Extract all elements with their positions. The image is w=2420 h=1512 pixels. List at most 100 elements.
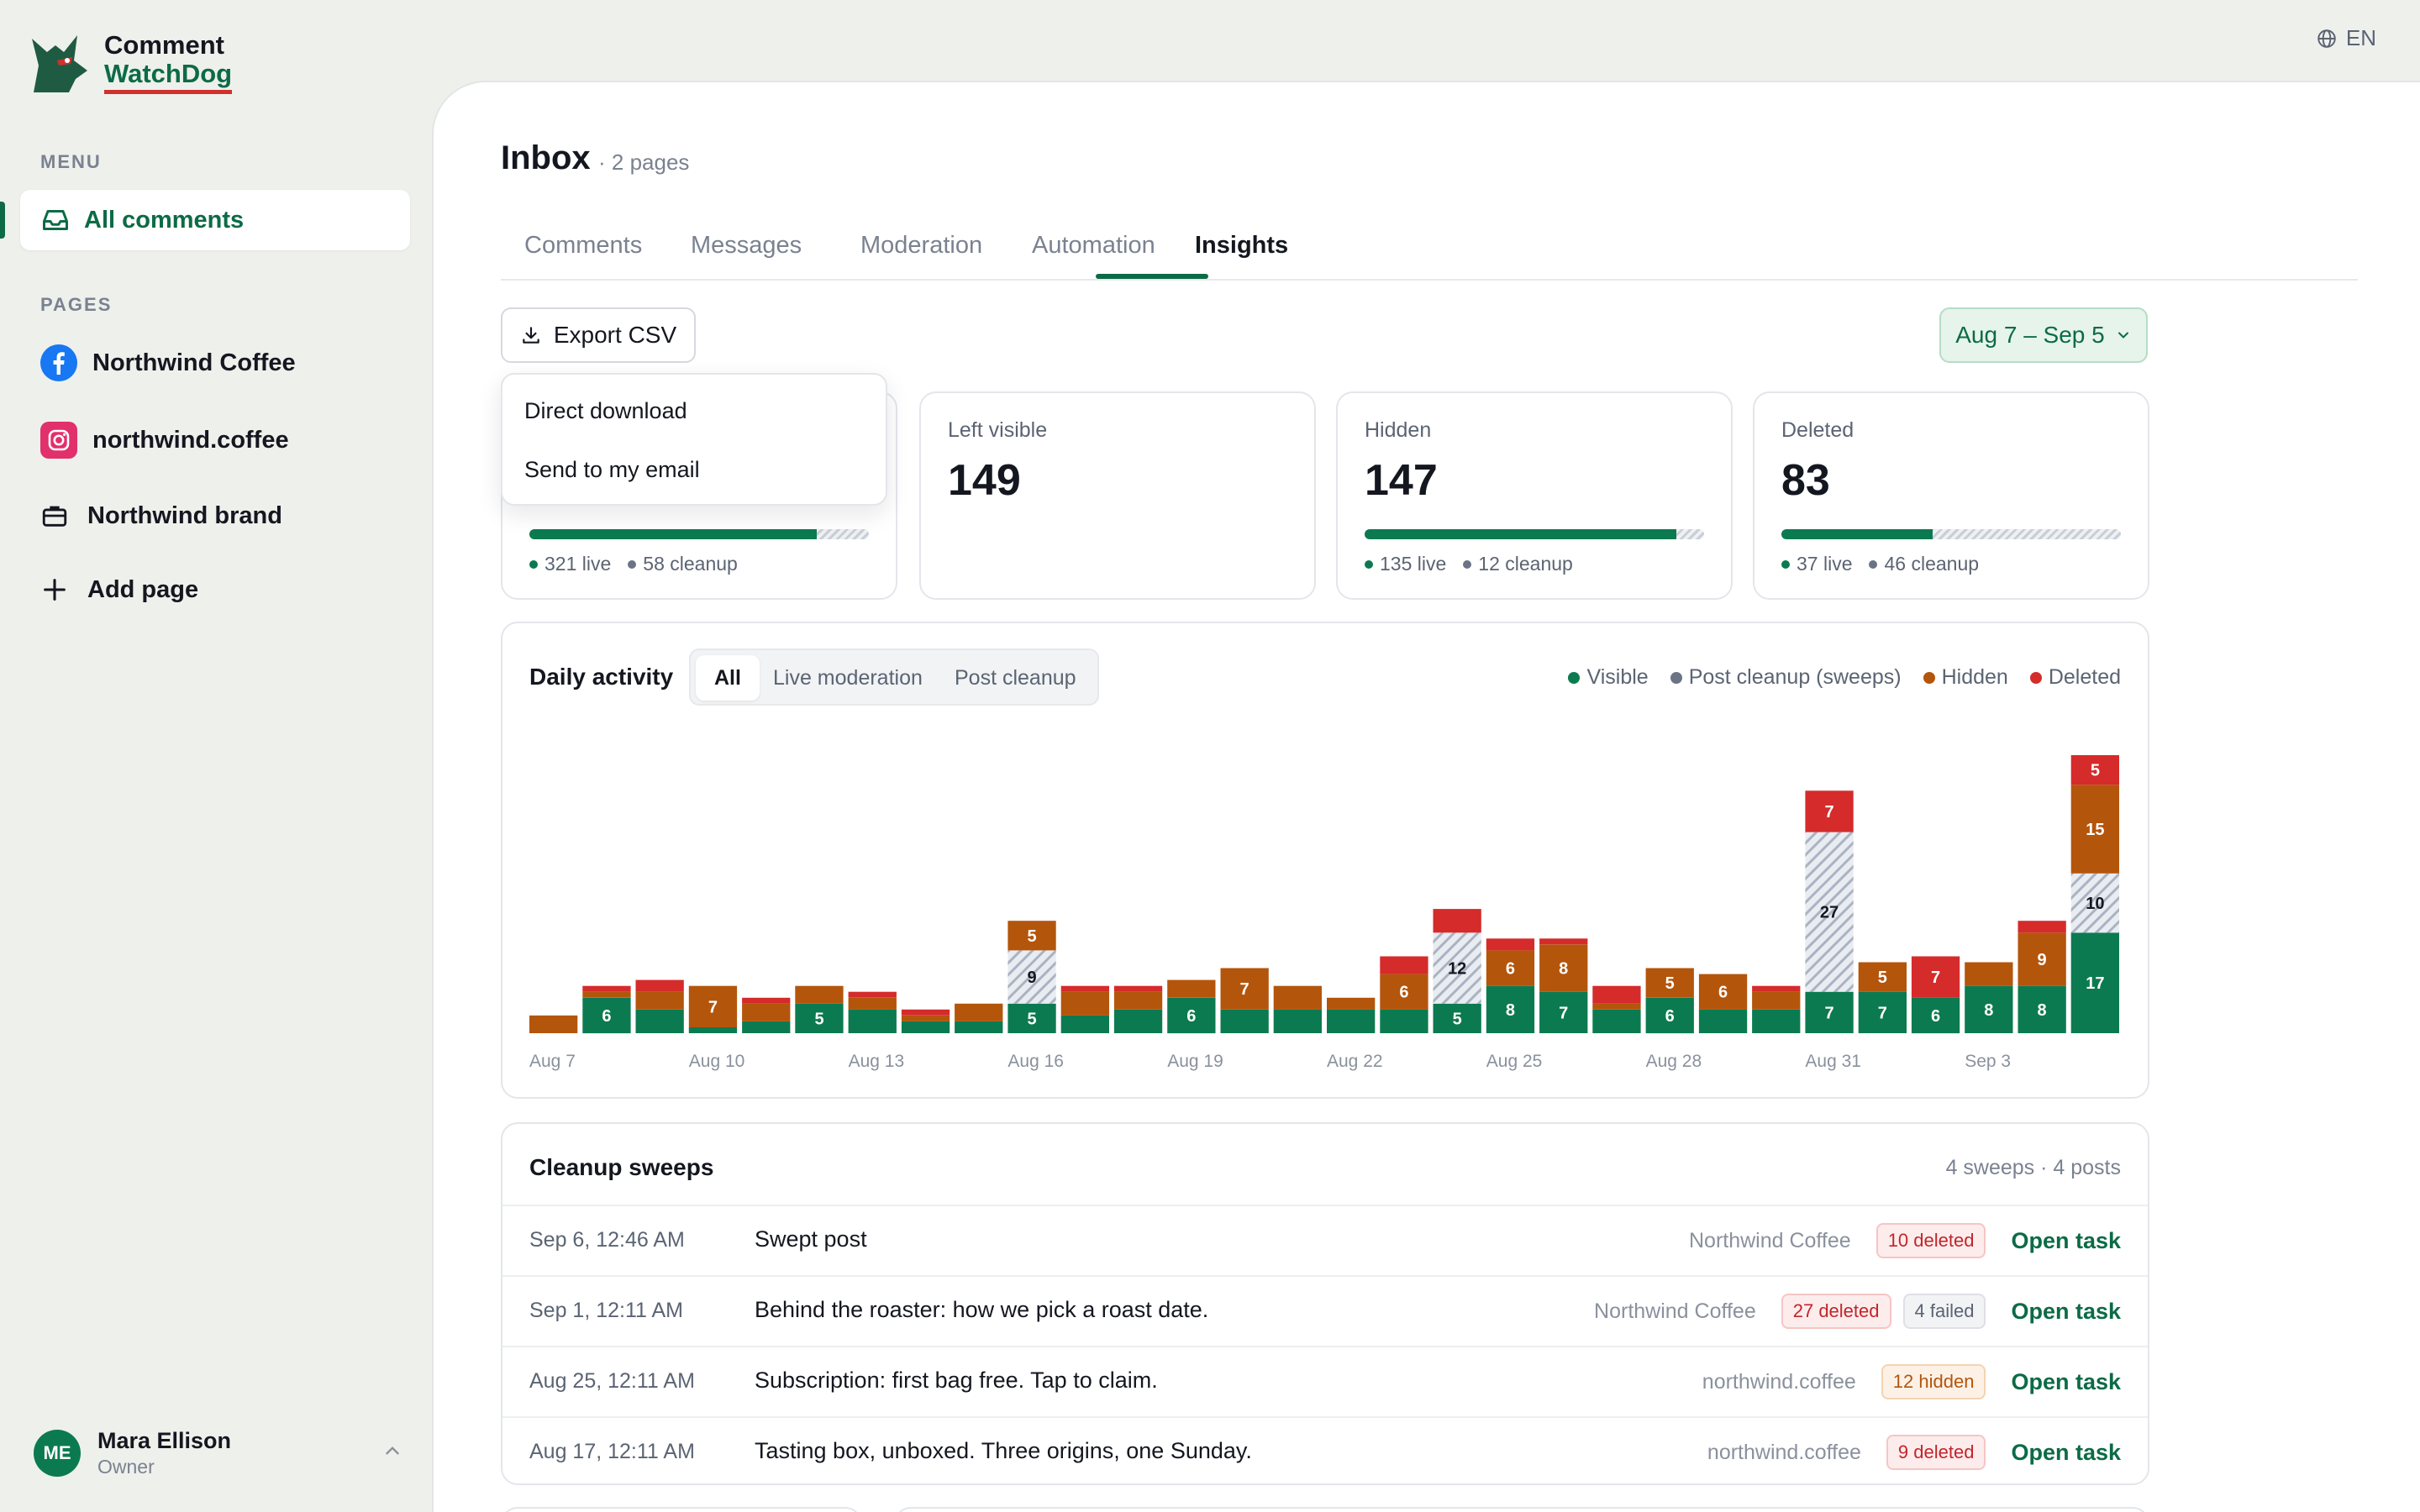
bar-segment[interactable] [1752, 1009, 1801, 1033]
bar-segment[interactable] [1911, 997, 1960, 1034]
tab-messages[interactable]: Messages [691, 232, 802, 259]
bar-segment[interactable] [1167, 997, 1216, 1034]
bar-segment[interactable] [1752, 991, 1801, 1010]
bar-segment[interactable] [1805, 790, 1854, 832]
bar-segment[interactable] [901, 1015, 950, 1021]
open-task-link[interactable]: Open task [2011, 1439, 2121, 1465]
bar-segment[interactable] [1273, 985, 1322, 1010]
bar-segment[interactable] [848, 991, 897, 998]
bar-segment[interactable] [1060, 1015, 1109, 1033]
bar-segment[interactable] [742, 1003, 791, 1021]
bar-segment[interactable] [635, 1009, 684, 1033]
bar-segment[interactable] [1858, 991, 1907, 1033]
bar-segment[interactable] [1486, 985, 1535, 1033]
app-logo[interactable]: Comment WatchDog [27, 27, 233, 97]
bar-segment[interactable] [2018, 921, 2066, 933]
tab-moderation[interactable]: Moderation [860, 232, 983, 259]
open-task-link[interactable]: Open task [2011, 1298, 2121, 1324]
bar-segment[interactable] [1858, 962, 1907, 992]
bar-segment[interactable] [1007, 1003, 1056, 1033]
bar-segment[interactable] [1805, 991, 1854, 1033]
bar-segment[interactable] [955, 1021, 1003, 1033]
bar-segment[interactable] [582, 997, 631, 1034]
bar-segment[interactable] [1007, 950, 1056, 1004]
bar-segment[interactable] [1113, 991, 1163, 1010]
bar-segment[interactable] [1167, 979, 1216, 998]
bar-segment[interactable] [1113, 1009, 1163, 1033]
bar-segment[interactable] [1433, 1003, 1481, 1033]
bar-segment[interactable] [2070, 755, 2119, 785]
bar-segment[interactable] [1433, 932, 1481, 1004]
bar-segment[interactable] [1698, 1009, 1748, 1033]
bar-segment[interactable] [848, 997, 897, 1010]
bar-segment[interactable] [1805, 832, 1854, 992]
bar-segment[interactable] [955, 1003, 1003, 1021]
bar-segment[interactable] [1539, 991, 1588, 1033]
bar-segment[interactable] [1007, 921, 1056, 951]
bar-segment[interactable] [742, 1021, 791, 1033]
bar-segment[interactable] [1060, 991, 1109, 1016]
bar-segment[interactable] [901, 1009, 950, 1016]
sidebar-page-northwind-coffee-instagram[interactable]: northwind.coffee [40, 415, 289, 465]
sidebar-page-northwind-coffee[interactable]: Northwind Coffee [40, 338, 296, 388]
bar-segment[interactable] [1433, 909, 1481, 933]
filter-live-moderation[interactable]: Live moderation [773, 665, 923, 690]
bar-segment[interactable] [688, 1027, 738, 1033]
tab-comments[interactable]: Comments [524, 232, 643, 259]
sidebar-item-all-comments[interactable]: All comments [0, 190, 410, 250]
export-csv-button[interactable]: Export CSV [501, 307, 696, 363]
bar-segment[interactable] [1113, 985, 1163, 992]
bar-segment[interactable] [1592, 985, 1641, 1004]
bar-segment[interactable] [1965, 985, 2013, 1033]
language-switcher[interactable]: EN [2316, 25, 2376, 51]
bar-segment[interactable] [795, 1003, 844, 1033]
bar-segment[interactable] [742, 997, 791, 1004]
bar-segment[interactable] [1539, 938, 1588, 945]
bar-segment[interactable] [1539, 944, 1588, 992]
bar-segment[interactable] [2018, 932, 2066, 986]
tab-insights[interactable]: Insights [1195, 232, 1289, 259]
bar-segment[interactable] [582, 985, 631, 992]
bar-segment[interactable] [529, 1015, 578, 1033]
bar-segment[interactable] [1220, 1009, 1269, 1033]
bar-segment[interactable] [1060, 985, 1109, 992]
add-page-button[interactable]: Add page [40, 564, 198, 615]
chevron-up-icon[interactable] [381, 1440, 403, 1462]
bar-segment[interactable] [1592, 1009, 1641, 1033]
bar-segment[interactable] [848, 1009, 897, 1033]
date-range-select[interactable]: Aug 7 – Sep 5 [1939, 307, 2148, 363]
bar-segment[interactable] [1273, 1009, 1322, 1033]
bar-segment[interactable] [1380, 1009, 1428, 1033]
bar-segment[interactable] [1220, 968, 1269, 1010]
user-menu[interactable]: ME Mara Ellison Owner [34, 1428, 403, 1478]
bar-segment[interactable] [1911, 956, 1960, 998]
bar-segment[interactable] [1645, 997, 1694, 1034]
bar-segment[interactable] [2070, 785, 2119, 874]
filter-all[interactable]: All [696, 655, 760, 701]
bar-segment[interactable] [1965, 962, 2013, 986]
bar-segment[interactable] [2018, 985, 2066, 1033]
bar-segment[interactable] [635, 991, 684, 1010]
bar-segment[interactable] [2070, 873, 2119, 933]
bar-segment[interactable] [1380, 956, 1428, 974]
bar-segment[interactable] [2070, 932, 2119, 1033]
bar-segment[interactable] [1486, 938, 1535, 951]
filter-post-cleanup[interactable]: Post cleanup [955, 665, 1076, 690]
bar-segment[interactable] [901, 1021, 950, 1033]
export-send-email[interactable]: Send to my email [524, 457, 700, 482]
bar-segment[interactable] [1752, 985, 1801, 992]
bar-segment[interactable] [635, 979, 684, 992]
bar-segment[interactable] [1592, 1003, 1641, 1010]
bar-segment[interactable] [688, 985, 738, 1027]
export-direct-download[interactable]: Direct download [524, 398, 687, 423]
sidebar-page-northwind-brand[interactable]: Northwind brand [40, 491, 282, 541]
bar-segment[interactable] [1645, 968, 1694, 998]
open-task-link[interactable]: Open task [2011, 1227, 2121, 1253]
bar-segment[interactable] [1380, 974, 1428, 1010]
bar-segment[interactable] [1486, 950, 1535, 986]
bar-segment[interactable] [1327, 997, 1376, 1010]
tab-automation[interactable]: Automation [1032, 232, 1155, 259]
bar-segment[interactable] [1327, 1009, 1376, 1033]
bar-segment[interactable] [1698, 974, 1748, 1010]
bar-segment[interactable] [795, 985, 844, 1004]
